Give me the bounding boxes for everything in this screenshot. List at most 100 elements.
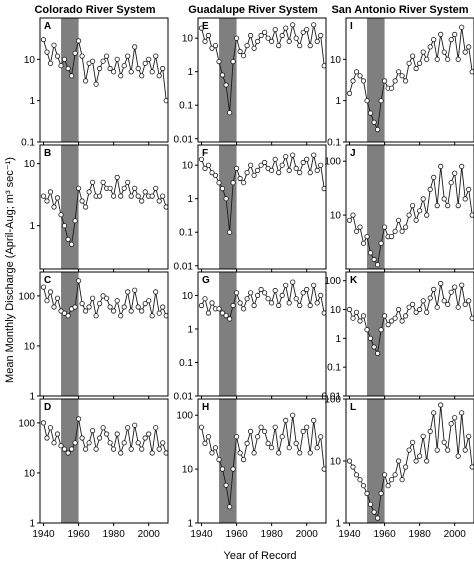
data-point-b-4 [54, 195, 61, 201]
panel-frame-b [39, 144, 169, 270]
data-point-d-25 [128, 446, 134, 452]
data-point-i-23 [427, 44, 433, 50]
data-point-d-19 [107, 440, 113, 446]
data-point-c-21 [114, 298, 120, 304]
data-point-a-19 [107, 65, 113, 72]
data-point-c-33 [156, 310, 162, 316]
data-point-c-26 [132, 287, 138, 293]
x-tick-label-h-3: 2000 [296, 529, 319, 540]
data-point-k-13 [392, 315, 398, 321]
data-point-e-8 [227, 110, 233, 116]
data-point-a-35 [163, 98, 168, 104]
data-point-h-17 [258, 424, 264, 430]
data-point-g-27 [293, 296, 299, 302]
data-point-k-34 [466, 298, 472, 304]
data-point-h-24 [283, 417, 289, 423]
data-point-k-26 [438, 280, 444, 287]
x-tick-label-l-2: 1980 [409, 529, 432, 540]
data-point-l-29 [448, 421, 454, 427]
data-point-i-20 [416, 60, 423, 66]
data-point-d-30 [146, 431, 152, 437]
data-point-b-31 [149, 193, 155, 199]
data-point-b-8 [69, 241, 75, 247]
data-point-f-31 [307, 170, 313, 176]
data-point-k-23 [427, 295, 433, 301]
data-point-k-0 [346, 306, 353, 313]
data-point-k-25 [434, 304, 440, 310]
data-point-d-17 [100, 425, 106, 431]
panel-a: A 10 1 0.1 [21, 17, 169, 149]
data-point-d-14 [90, 427, 96, 434]
drought-shade-e [219, 18, 237, 142]
data-point-f-8 [227, 229, 233, 235]
data-point-h-6 [219, 466, 226, 472]
data-point-b-10 [76, 185, 82, 191]
data-point-i-9 [378, 98, 384, 104]
data-point-b-33 [156, 198, 162, 204]
data-point-a-12 [83, 78, 89, 84]
panel-e: E 10 1 0.1 0.01 [174, 17, 327, 145]
data-point-e-23 [279, 32, 285, 39]
data-point-g-9 [230, 302, 236, 309]
data-point-j-30 [452, 170, 458, 176]
data-point-b-26 [132, 185, 138, 191]
data-point-j-17 [406, 212, 412, 218]
data-point-h-3 [209, 450, 215, 456]
data-point-c-32 [153, 289, 159, 295]
data-point-e-31 [307, 42, 313, 49]
data-point-h-18 [261, 428, 268, 434]
data-point-g-26 [290, 279, 296, 285]
data-point-c-24 [125, 289, 131, 295]
data-point-a-4 [54, 53, 61, 59]
data-point-b-12 [83, 204, 89, 210]
data-point-b-27 [135, 193, 141, 199]
data-point-c-29 [142, 300, 148, 307]
data-point-j-12 [388, 234, 395, 240]
data-point-a-17 [100, 58, 106, 64]
data-point-d-31 [149, 450, 155, 456]
y-tick-label-e-3: 0.01 [174, 134, 194, 145]
data-point-j-32 [459, 163, 465, 169]
data-point-k-11 [385, 321, 391, 328]
data-point-a-7 [65, 65, 71, 72]
data-point-c-31 [149, 313, 155, 319]
x-tick-label-l-3: 2000 [444, 529, 467, 540]
data-point-l-23 [427, 428, 433, 434]
data-point-g-18 [261, 290, 268, 296]
data-point-a-23 [121, 63, 127, 69]
panel-b: B 10 1 [24, 144, 169, 272]
data-point-k-27 [441, 298, 447, 304]
drought-shade-a [61, 18, 79, 142]
y-tick-label-c-2: 1 [29, 392, 35, 403]
data-point-h-8 [227, 504, 233, 510]
y-tick-label-f-3: 0.01 [174, 261, 194, 272]
data-point-h-0 [198, 424, 205, 430]
data-point-a-29 [142, 60, 148, 66]
data-point-i-2 [353, 69, 360, 75]
data-point-f-21 [272, 156, 278, 162]
data-point-j-24 [431, 174, 437, 180]
data-point-e-29 [300, 29, 306, 35]
data-point-a-20 [111, 69, 117, 75]
data-point-c-17 [100, 293, 106, 299]
y-tick-label-h-0: 100 [176, 411, 193, 422]
data-point-f-9 [230, 180, 236, 186]
data-point-h-10 [234, 434, 240, 440]
data-point-l-13 [392, 472, 398, 478]
data-point-d-35 [163, 450, 168, 456]
data-point-e-1 [202, 38, 208, 45]
data-point-a-25 [128, 69, 134, 75]
data-point-a-6 [61, 56, 68, 62]
data-point-g-5 [216, 306, 222, 312]
data-point-i-5 [364, 98, 370, 104]
data-point-c-34 [160, 304, 166, 310]
data-point-l-15 [399, 477, 405, 483]
data-point-d-1 [44, 435, 50, 441]
data-point-e-27 [293, 35, 299, 41]
panel-label-h: H [202, 402, 209, 413]
data-point-a-27 [135, 65, 141, 72]
data-point-g-0 [198, 302, 205, 309]
drought-shade-g [219, 272, 237, 396]
data-point-g-10 [234, 290, 240, 296]
